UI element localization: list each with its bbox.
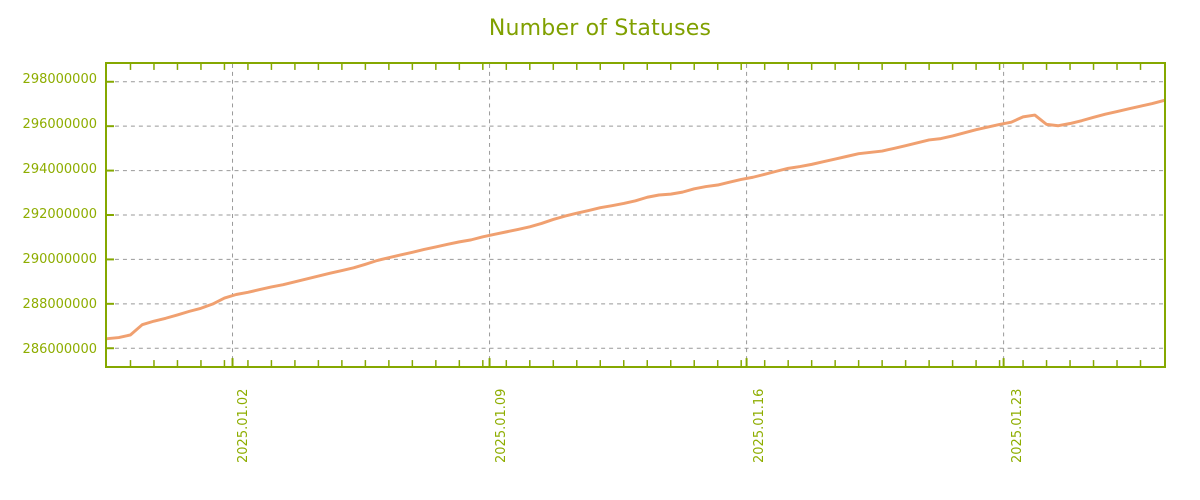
grid-lines xyxy=(107,64,1164,366)
plot-area xyxy=(105,62,1166,368)
x-axis-tick-label: 2025.01.16 xyxy=(752,388,767,463)
y-axis-tick-labels: 286000000 288000000 290000000 292000000 2940… xyxy=(0,0,97,500)
y-axis-tick-label: 288000000 xyxy=(22,297,97,312)
x-axis-tick-label: 2025.01.23 xyxy=(1010,388,1025,463)
data-series-line xyxy=(107,98,1164,341)
series-line-number-of-statuses xyxy=(107,98,1164,341)
chart-title: Number of Statuses xyxy=(488,16,712,41)
y-axis-tick-label: 298000000 xyxy=(22,72,97,87)
y-axis-tick-label: 296000000 xyxy=(22,117,97,132)
x-axis-tick-label: 2025.01.02 xyxy=(236,388,251,463)
y-axis-tick-label: 292000000 xyxy=(22,207,97,222)
x-axis-tick-label: 2025.01.09 xyxy=(494,388,509,463)
y-axis-tick-label: 286000000 xyxy=(22,342,97,357)
y-axis-tick-label: 290000000 xyxy=(22,252,97,267)
y-axis-tick-label: 294000000 xyxy=(22,162,97,177)
